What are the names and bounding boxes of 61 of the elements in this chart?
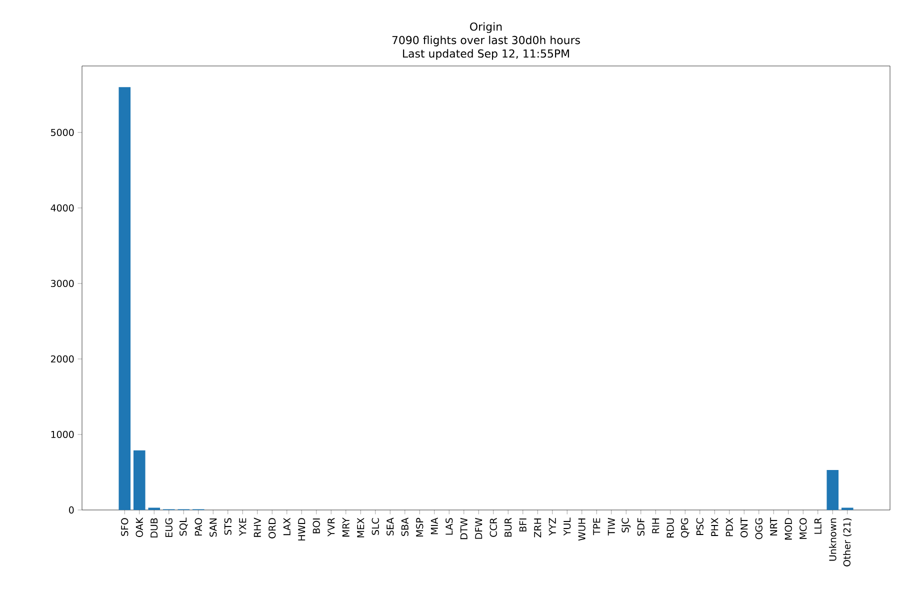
x-tick-label: STS	[224, 518, 232, 535]
x-tick-label: NRT	[770, 518, 778, 536]
bar	[118, 87, 131, 510]
x-tick-label: SBA	[401, 518, 408, 536]
x-tick-label: YYZ	[548, 518, 556, 536]
x-tick-label: RHV	[254, 518, 261, 537]
bar	[826, 470, 839, 510]
x-tick-label: SLC	[372, 518, 379, 535]
x-tick-label: MEX	[357, 518, 364, 538]
x-tick-label: SJC	[622, 518, 631, 532]
x-tick-label: LLR	[814, 518, 822, 534]
x-tick-label: YXE	[239, 518, 246, 536]
x-tick-label: SAN	[210, 518, 217, 537]
x-tick-label: CCR	[490, 518, 497, 537]
x-tick-label: MCO	[800, 518, 807, 539]
x-tick-label: ZRH	[534, 518, 542, 538]
x-tick-label: SDF	[637, 518, 644, 536]
x-tick-label: ONT	[740, 518, 748, 538]
x-tick-label: Unknown	[828, 518, 836, 561]
x-tick-label: DTW	[460, 518, 468, 540]
chart-subtitle: 7090 flights over last 30d0h hours Last updated Sep 12, 11:55PM	[392, 36, 580, 60]
y-tick-label: 0	[69, 506, 74, 514]
y-tick-label: 3000	[51, 280, 74, 288]
x-tick-label: TPE	[593, 518, 600, 536]
x-tick-label: WUH	[578, 518, 586, 541]
x-tick-label: BUR	[504, 518, 512, 537]
chart-title: Origin	[470, 22, 502, 33]
x-tick-label: PAO	[194, 518, 202, 536]
x-tick-label: PHX	[711, 518, 718, 536]
x-tick-label: MRY	[342, 518, 350, 537]
x-tick-label: LAS	[446, 518, 453, 535]
x-tick-label: OAK	[136, 517, 143, 538]
x-tick-label: YUL	[564, 518, 571, 536]
x-tick-label: MOD	[784, 518, 792, 540]
x-tick-label: PDX	[726, 518, 733, 536]
y-tick-label: 4000	[50, 204, 74, 212]
y-tick-label: 2000	[51, 355, 74, 363]
x-tick-label: MSP	[416, 518, 424, 537]
x-tick-label: RIH	[652, 518, 660, 534]
x-tick-label: DFW	[475, 518, 482, 539]
x-tick-label: YVR	[328, 518, 335, 536]
x-tick-label: HWD	[298, 518, 306, 540]
y-tick-label: 1000	[51, 430, 74, 438]
x-tick-label: BFI	[519, 518, 526, 532]
x-tick-label: ORD	[268, 518, 276, 538]
x-tick-label: LAX	[283, 518, 290, 536]
x-tick-label: RDU	[666, 518, 674, 538]
x-tick-label: SEA	[386, 518, 394, 536]
x-tick-label: BOI	[312, 518, 320, 534]
x-tick-label: SQL	[180, 518, 188, 536]
x-tick-label: EUG	[165, 518, 172, 537]
x-tick-label: TIW	[608, 518, 615, 536]
x-tick-label: DUB	[150, 518, 158, 538]
x-tick-label: MIA	[430, 518, 438, 534]
y-tick-label: 5000	[51, 128, 74, 136]
x-tick-label: QPG	[681, 518, 690, 538]
x-tick-label: PSC	[696, 518, 704, 535]
x-tick-label: Other (21)	[843, 518, 852, 566]
x-tick-label: OGG	[755, 518, 762, 540]
bar	[133, 450, 146, 510]
x-tick-label: SFO	[121, 518, 128, 536]
